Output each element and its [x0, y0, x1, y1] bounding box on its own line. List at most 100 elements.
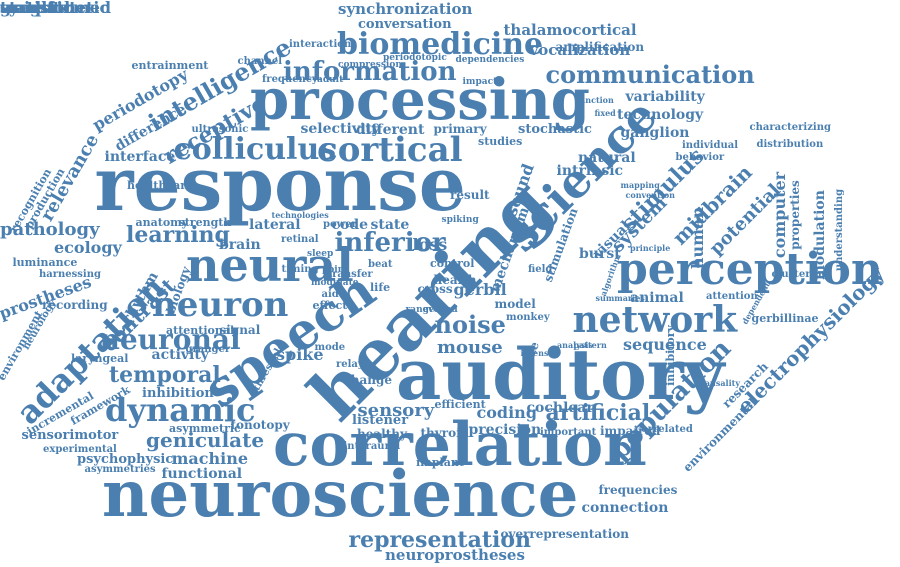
word-model: model	[495, 298, 536, 310]
word-network: network	[573, 302, 738, 338]
word-properties: properties	[789, 180, 801, 250]
word-convention: convention	[626, 191, 675, 199]
word-impact: impact	[463, 78, 498, 87]
word-correlated: correlated	[635, 425, 693, 435]
word-mapping: mapping	[621, 181, 660, 189]
word-primary: primary	[434, 123, 487, 135]
word-sensorimotor: sensorimotor	[22, 429, 119, 442]
word-overrepresentation: overrepresentation	[501, 528, 630, 540]
word-frequencies: frequencies	[599, 484, 678, 496]
word-field: field	[528, 265, 552, 275]
word-experimental: experimental	[43, 445, 117, 455]
word-relay: relay	[336, 360, 364, 370]
word-pattern: pattern	[574, 341, 607, 349]
word-variability: variability	[626, 90, 705, 104]
word-human: human	[690, 207, 706, 269]
word-entrainment: entrainment	[132, 60, 209, 71]
word-distribution: distribution	[757, 140, 824, 150]
word-synchronization: synchronization	[338, 2, 472, 17]
word-mode: mode	[315, 343, 346, 353]
word-dependencies: dependencies	[456, 56, 525, 65]
word-state: state	[371, 218, 410, 232]
word-different: different	[356, 123, 424, 137]
word-ganglion: ganglion	[621, 126, 690, 140]
word-monkey: monkey	[506, 313, 550, 323]
word-inhibition: inhibition	[142, 387, 214, 400]
word-interaural: interaural	[344, 442, 401, 452]
word-life: life	[370, 282, 390, 293]
word-communication: communication	[546, 63, 755, 87]
word-intensity: intensity	[521, 349, 560, 357]
word-modulation: modulation	[813, 190, 827, 280]
word-interface: interface	[105, 150, 176, 164]
word-inhibitory: inhibitory	[664, 325, 675, 386]
word-studies: studies	[478, 136, 522, 147]
word-healthy: healthy	[357, 428, 407, 440]
word-thyroid: thyroid	[421, 427, 470, 439]
word-frequency: frequency	[262, 75, 318, 85]
word-conversation: conversation	[358, 18, 452, 31]
word-power: power	[323, 220, 357, 230]
word-important: important	[540, 428, 596, 438]
word-control: control	[430, 258, 474, 269]
word-neuroprostheses: neuroprostheses	[385, 548, 525, 563]
word-function: function	[576, 96, 614, 104]
word-aid: aid	[322, 290, 339, 300]
word-mouse: mouse	[437, 339, 503, 357]
word-channel: channel	[238, 57, 283, 67]
word-effect: effect	[313, 300, 348, 311]
word-characterizing: characterizing	[750, 123, 831, 133]
word-ecology: ecology	[54, 240, 122, 256]
word-precision: precision	[469, 423, 542, 437]
word-adult: adult	[317, 76, 343, 85]
word-result: result	[450, 189, 490, 201]
word-spiking: spiking	[442, 216, 479, 225]
word-luminance: luminance	[13, 257, 78, 268]
word-amplification: amplification	[556, 41, 645, 53]
word-implant: implant	[416, 457, 464, 468]
word-clustering: clustering	[772, 270, 829, 280]
word-cortical: cortical	[317, 133, 463, 167]
word-stochastic: stochastic	[518, 123, 592, 136]
word-compression: compression	[338, 61, 402, 70]
word-intrinsic: intrinsic	[557, 164, 624, 178]
word-asymmetries: asymmetries	[85, 465, 156, 475]
word-laryngeal: laryngeal	[71, 353, 129, 364]
word-change: change	[344, 374, 393, 386]
word-health: health	[434, 274, 477, 286]
word-technologies: technologies	[272, 211, 329, 219]
word-principle: principle	[630, 244, 670, 252]
word-efficient: efficient	[435, 399, 486, 410]
word-thalamocortical: thalamocortical	[504, 23, 637, 38]
word-interaction: interaction	[289, 40, 351, 50]
word-sleep: sleep	[307, 250, 333, 259]
word-summaries: summaries	[596, 294, 645, 302]
word-loss: loss	[413, 237, 448, 253]
word-individual: individual	[682, 141, 738, 151]
word-noise: noise	[435, 313, 506, 337]
word-signal: signal	[220, 324, 261, 336]
word-understanding: understanding	[835, 189, 845, 271]
word-gerbillinae: gerbillinae	[752, 313, 819, 324]
word-tonotopy: tonotopy	[231, 419, 290, 431]
word-listener: listener	[352, 414, 408, 427]
word-brain: brain	[219, 238, 261, 252]
word-strength: strength	[179, 217, 232, 228]
word-evoked: evoked	[423, 306, 458, 315]
word-technology: technology	[617, 108, 703, 122]
word-timing: timing	[282, 265, 319, 275]
word-functional: functional	[162, 467, 243, 481]
word-ultrasonic: ultrasonic	[192, 125, 249, 135]
word-retinal: retinal	[281, 235, 319, 245]
word-granger: granger	[186, 345, 231, 355]
word-computer: computer	[772, 172, 788, 258]
word-fixed: fixed	[595, 109, 616, 117]
word-transfer: transfer	[328, 270, 373, 280]
word-cochlear: cochlear	[527, 401, 594, 415]
word-machine: machine	[172, 451, 249, 467]
word-gradient: gradient	[0, 0, 76, 16]
word-healthcare: healthcare	[127, 180, 193, 191]
word-lateral: lateral	[249, 218, 301, 232]
word-connection: connection	[582, 501, 669, 515]
